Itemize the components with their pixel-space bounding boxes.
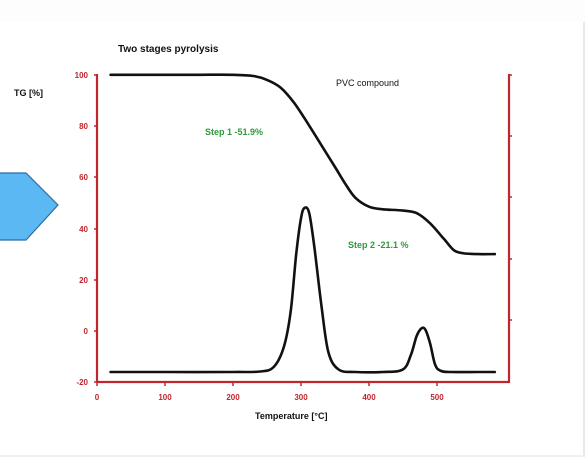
x-tick-label: 500 bbox=[430, 393, 444, 402]
tg-curve bbox=[109, 73, 497, 256]
y-tick-label: 20 bbox=[79, 276, 88, 285]
dtg-curve bbox=[109, 206, 497, 374]
y-tick-label: 100 bbox=[75, 71, 89, 80]
arrow-icon bbox=[0, 172, 59, 241]
header-strip bbox=[0, 0, 585, 22]
sample-label: PVC compound bbox=[336, 78, 399, 88]
step1-label: Step 1 -51.9% bbox=[205, 127, 263, 137]
y-tick-label: 40 bbox=[79, 225, 88, 234]
x-tick-label: 400 bbox=[362, 393, 376, 402]
y-tick-label: 80 bbox=[79, 122, 88, 131]
step2-label: Step 2 -21.1 % bbox=[348, 240, 409, 250]
y-tick-label: -20 bbox=[76, 378, 88, 387]
x-tick-label: 300 bbox=[294, 393, 308, 402]
y-axis-label: TG [%] bbox=[14, 88, 43, 98]
x-tick-label: 200 bbox=[226, 393, 240, 402]
x-tick-label: 0 bbox=[95, 393, 100, 402]
x-tick-label: 100 bbox=[158, 393, 172, 402]
y-tick-label: 0 bbox=[84, 327, 89, 336]
y-tick-label: 60 bbox=[79, 173, 88, 182]
x-axis-label: Temperature [°C] bbox=[255, 411, 327, 421]
chart-title: Two stages pyrolysis bbox=[118, 44, 219, 55]
